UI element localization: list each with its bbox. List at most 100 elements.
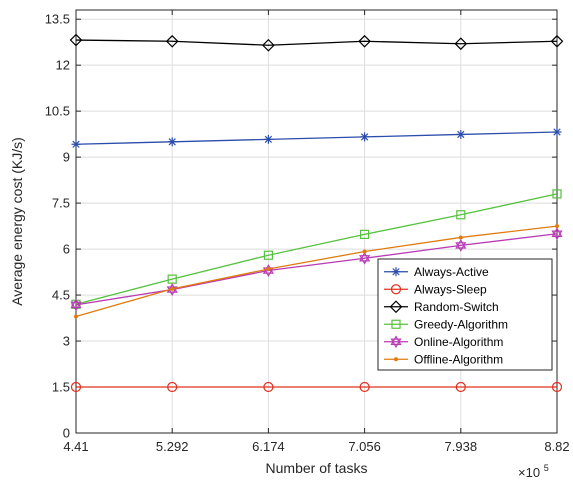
marker-shape: [263, 250, 273, 260]
series-line: [75, 233, 558, 306]
data-point: [262, 38, 275, 52]
y-tick-label: 10.5: [45, 104, 70, 119]
data-point: [167, 274, 177, 284]
marker-shape: [389, 300, 403, 314]
data-point: [360, 229, 370, 239]
marker-shape: [550, 34, 564, 48]
x-tick-label: 4.41: [63, 439, 88, 454]
data-point: [456, 129, 466, 139]
data-point: [550, 34, 564, 48]
data-point: [456, 210, 466, 220]
data-point: [167, 381, 178, 393]
series-line: [75, 131, 558, 145]
marker-shape: [70, 298, 82, 309]
axis-ticks: 4.41 5.292 6.174 7.056 7.938 8.82 0 1.5 3 4.5 6 7.5…: [45, 10, 570, 454]
series-offline-algorithm: [74, 224, 560, 319]
marker-shape: [69, 33, 83, 47]
data-point: [551, 227, 563, 241]
legend-marker: [393, 357, 398, 362]
marker-shape: [458, 235, 463, 240]
marker-shape: [360, 229, 370, 239]
marker-stroke: [392, 268, 400, 276]
legend-label: Random-Switch: [414, 300, 499, 314]
x-axis-exponent-power: 5: [544, 463, 549, 473]
legend-marker: [390, 284, 402, 295]
y-tick-label: 3: [63, 334, 70, 349]
legend-item-always-active: Always-Active: [384, 265, 489, 279]
legend-marker: [389, 300, 403, 314]
y-tick-label: 7.5: [52, 196, 70, 211]
data-point: [71, 139, 81, 149]
legend-label: Offline-Algorithm: [414, 352, 503, 366]
marker-shape: [456, 210, 466, 220]
marker-stroke: [264, 135, 273, 144]
y-tick-label: 13.5: [45, 12, 70, 27]
plot-frame: [75, 9, 558, 434]
marker-shape: [266, 267, 271, 272]
marker-shape: [165, 34, 179, 48]
marker-shape: [70, 301, 82, 312]
y-tick-label: 9: [63, 150, 70, 165]
legend-item-offline-algorithm: Offline-Algorithm: [384, 352, 503, 366]
x-axis-label: Number of tasks: [266, 460, 368, 476]
y-tick-label: 4.5: [52, 288, 70, 303]
legend-label: Online-Algorithm: [414, 335, 503, 349]
marker-stroke: [72, 140, 80, 148]
legend-marker: [391, 267, 401, 277]
data-point: [69, 33, 83, 47]
series-always-sleep: [70, 381, 563, 393]
series-line: [75, 225, 558, 318]
data-point: [458, 235, 463, 240]
marker-shape: [551, 381, 563, 393]
marker-shape: [455, 242, 467, 252]
marker-shape: [358, 34, 371, 48]
x-tick-label: 7.056: [348, 439, 381, 454]
x-axis-exponent-base: ×10: [518, 465, 540, 480]
data-point: [555, 224, 560, 229]
marker-shape: [262, 38, 275, 52]
legend-box: [377, 258, 553, 371]
data-point: [455, 239, 467, 252]
marker-shape: [455, 239, 467, 249]
y-tick-label: 12: [56, 58, 70, 73]
series-online-algorithm: [70, 227, 563, 312]
data-point: [170, 286, 175, 291]
marker-shape: [359, 255, 371, 265]
marker-shape: [555, 224, 560, 229]
marker-shape: [551, 230, 563, 241]
legend-item-random-switch: Random-Switch: [384, 300, 499, 314]
x-tick-label: 5.292: [156, 439, 189, 454]
marker-shape: [74, 314, 79, 319]
axis-text: Number of tasks Average energy cost (KJ/…: [9, 137, 549, 480]
legend-item-greedy-algorithm: Greedy-Algorithm: [384, 317, 508, 331]
marker-shape: [167, 381, 178, 393]
marker-shape: [393, 357, 398, 362]
data-point: [455, 381, 466, 393]
y-tick-label: 6: [63, 242, 70, 257]
data-point: [74, 314, 79, 319]
legend-item-online-algorithm: Online-Algorithm: [384, 335, 503, 349]
marker-shape: [70, 381, 82, 393]
series-always-active: [71, 127, 562, 149]
y-tick-label: 1.5: [52, 380, 70, 395]
legend: Always-Active Always-Sleep Random-Switch Gr…: [377, 258, 553, 371]
data-point: [165, 34, 179, 48]
marker-shape: [552, 189, 562, 199]
marker-shape: [167, 274, 177, 284]
data-point: [358, 34, 371, 48]
legend-marker: [390, 335, 402, 349]
data-point: [263, 134, 273, 144]
data-point: [454, 37, 468, 51]
legend-label: Always-Sleep: [414, 282, 487, 296]
marker-stroke: [360, 133, 369, 141]
data-point: [70, 298, 82, 312]
marker-shape: [454, 37, 468, 51]
data-point: [263, 381, 274, 393]
data-point: [362, 249, 367, 254]
legend-item-always-sleep: Always-Sleep: [384, 282, 487, 296]
legend-label: Always-Active: [414, 265, 489, 279]
series-line: [75, 39, 558, 46]
data-point: [551, 381, 563, 393]
